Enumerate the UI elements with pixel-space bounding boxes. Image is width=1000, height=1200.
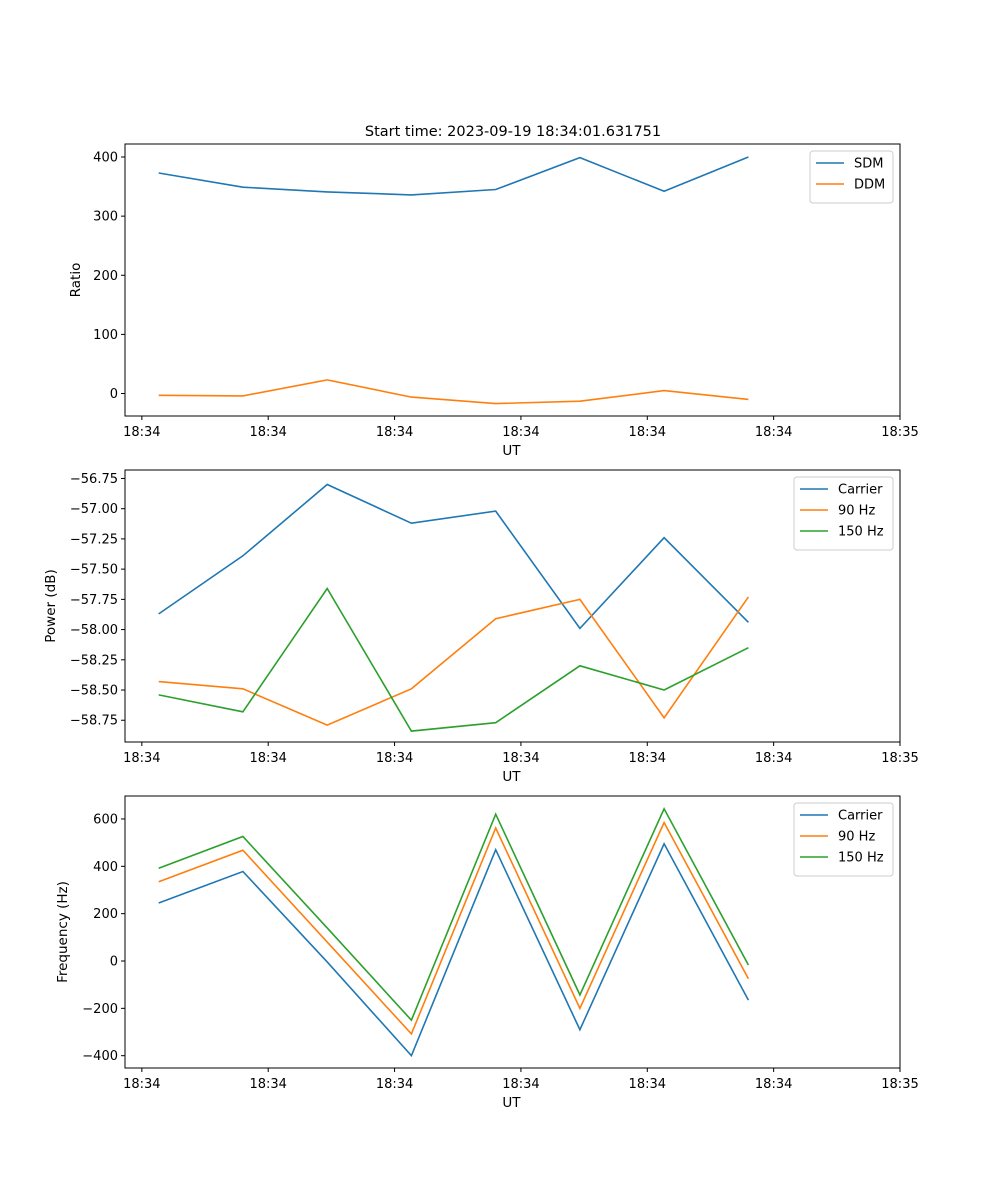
x-axis-label: UT (502, 443, 521, 459)
y-tick-label: −57.75 (70, 593, 118, 608)
series-line-150-hz (158, 806, 750, 1022)
y-tick-label: −58.75 (70, 714, 118, 729)
panel-3: −400 −200 0 200 400 600 18:34 18:34 18:34 18:34 18… (55, 795, 919, 1111)
panel-2: −58.75 −58.50 −58.25 −58.00 −57.75 −57.50 −57.… (43, 469, 919, 785)
legend-label: DDM (854, 178, 885, 193)
y-tick-label: −58.25 (70, 653, 118, 668)
x-tick-label: 18:34 (376, 425, 413, 440)
y-tick-label: 0 (110, 954, 118, 969)
plot-frame (124, 143, 901, 417)
x-tick-label: 18:34 (502, 425, 539, 440)
y-tick-label: 300 (93, 210, 118, 225)
y-tick-label: −58.00 (70, 623, 118, 638)
legend-label: 90 Hz (838, 830, 875, 845)
legend-label: 90 Hz (838, 504, 875, 519)
x-tick-label: 18:35 (881, 1077, 918, 1092)
x-tick-label: 18:34 (249, 1077, 286, 1092)
y-tick-label: 400 (93, 151, 118, 166)
x-tick-label: 18:34 (502, 751, 539, 766)
x-tick-label: 18:34 (755, 1077, 792, 1092)
series-line-carrier (158, 841, 750, 1058)
legend-label: 150 Hz (838, 525, 884, 540)
y-tick-label: 100 (93, 328, 118, 343)
plot-frame (124, 469, 901, 743)
x-tick-label: 18:35 (881, 751, 918, 766)
y-tick-label: 200 (93, 269, 118, 284)
chart-title: Start time: 2023-09-19 18:34:01.631751 (365, 124, 661, 140)
series-line-90-hz (158, 596, 750, 726)
x-tick-label: 18:34 (123, 751, 160, 766)
x-tick-label: 18:34 (123, 425, 160, 440)
y-axis-label: Power (dB) (43, 569, 59, 642)
x-axis-label: UT (502, 1095, 521, 1111)
series-line-90-hz (158, 820, 750, 1036)
x-axis-label: UT (502, 769, 521, 785)
series-line-ddm (158, 379, 749, 405)
series-line-carrier (158, 483, 749, 630)
x-tick-label: 18:34 (249, 425, 286, 440)
x-tick-label: 18:34 (502, 1077, 539, 1092)
legend-label: SDM (854, 157, 883, 172)
x-tick-label: 18:34 (376, 751, 413, 766)
x-tick-label: 18:34 (755, 425, 792, 440)
legend: SDM DDM (809, 150, 894, 204)
legend-label: 150 Hz (838, 851, 884, 866)
y-tick-label: 600 (93, 812, 118, 827)
legend-box (809, 150, 894, 204)
y-tick-label: −57.00 (70, 502, 118, 517)
y-tick-label: −58.50 (70, 684, 118, 699)
y-tick-label: −57.50 (70, 563, 118, 578)
x-tick-label: 18:35 (881, 425, 918, 440)
x-tick-label: 18:34 (629, 751, 666, 766)
x-tick-label: 18:34 (629, 425, 666, 440)
x-tick-label: 18:34 (755, 751, 792, 766)
y-tick-label: −57.25 (70, 532, 118, 547)
legend: Carrier 90 Hz 150 Hz (793, 802, 894, 877)
y-tick-label: 0 (110, 387, 118, 402)
y-axis-label: Frequency (Hz) (55, 881, 71, 983)
series-line-sdm (158, 156, 749, 196)
legend-label: Carrier (838, 809, 883, 824)
plot-frame (124, 795, 901, 1069)
x-tick-label: 18:34 (249, 751, 286, 766)
y-axis-label: Ratio (68, 263, 84, 298)
series-line-150-hz (158, 587, 749, 732)
x-tick-label: 18:34 (629, 1077, 666, 1092)
y-tick-label: −400 (82, 1049, 118, 1064)
legend: Carrier 90 Hz 150 Hz (793, 476, 894, 551)
y-tick-label: 200 (93, 907, 118, 922)
panel-1: 0 100 200 300 400 18:34 18:34 18:34 18:34 18:34 18… (68, 143, 919, 459)
y-tick-label: −200 (82, 1002, 118, 1017)
x-tick-label: 18:34 (123, 1077, 160, 1092)
x-tick-label: 18:34 (376, 1077, 413, 1092)
y-tick-label: 400 (93, 860, 118, 875)
legend-label: Carrier (838, 483, 883, 498)
y-tick-label: −56.75 (70, 472, 118, 487)
